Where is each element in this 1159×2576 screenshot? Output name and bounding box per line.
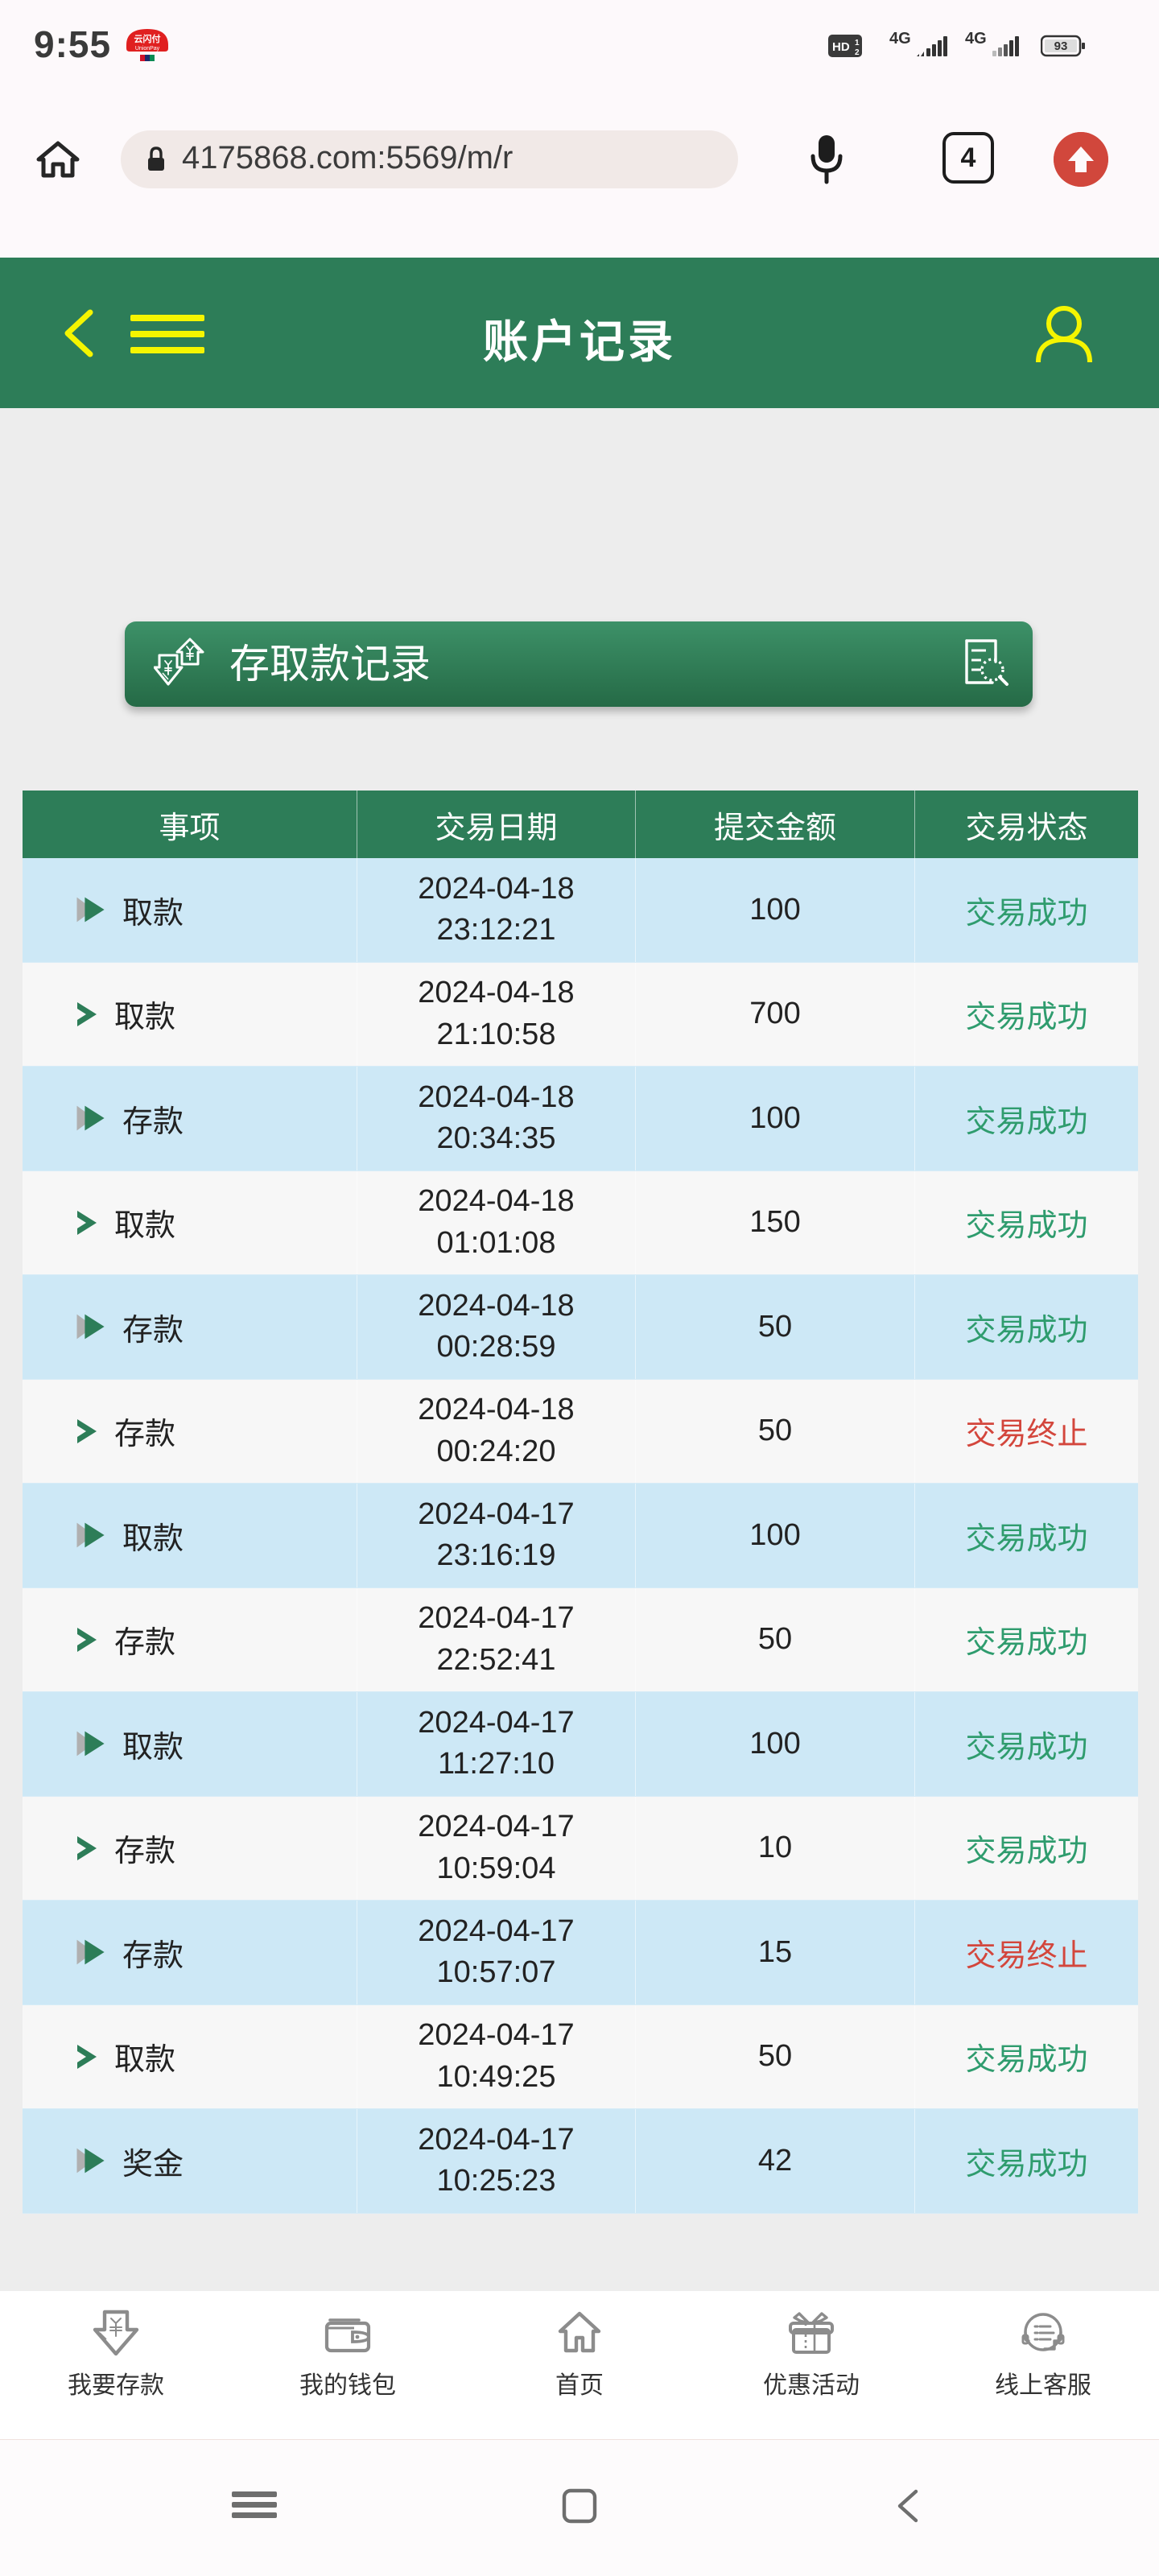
svg-text:HD: HD bbox=[832, 40, 850, 54]
svg-text:UnionPay: UnionPay bbox=[135, 46, 160, 52]
svg-text:1: 1 bbox=[855, 39, 860, 47]
svg-text:4G: 4G bbox=[965, 32, 987, 47]
svg-text:93: 93 bbox=[1054, 39, 1068, 53]
svg-text:2: 2 bbox=[855, 48, 860, 57]
svg-text:4G: 4G bbox=[889, 32, 911, 47]
svg-text:云闪付: 云闪付 bbox=[134, 33, 161, 44]
